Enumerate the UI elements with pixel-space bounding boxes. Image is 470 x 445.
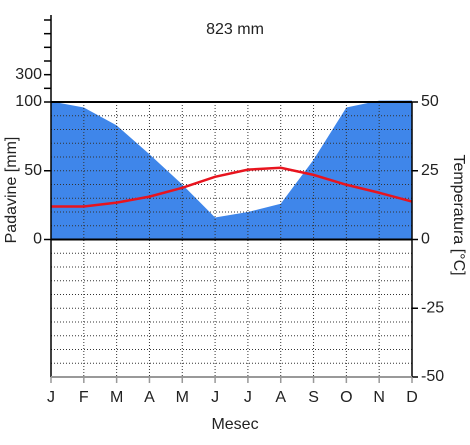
x-tick-label: N [373,389,385,406]
y-tick-label: 300 [15,66,42,83]
x-tick-label: J [47,389,55,406]
x-axis-label: Mesec [211,416,258,433]
y2-tick-label: -50 [421,368,444,385]
x-tick-label: A [144,389,155,406]
x-tick-label: M [110,389,123,406]
x-tick-label: J [244,389,252,406]
chart-title: 823 mm [206,21,264,38]
x-tick-label: M [176,389,189,406]
temperature-line [51,166,413,208]
y2-tick-label: 25 [421,162,439,179]
y-tick-label: 100 [15,93,42,110]
precipitation-area [51,100,412,240]
y2-axis-label: Temperatura [°C] [450,154,467,275]
y2-tick-label: 0 [421,231,430,248]
x-tick-label: D [406,389,418,406]
y2-tick-label: -25 [421,299,444,316]
y2-tick-label: 50 [421,93,439,110]
x-tick-label: J [211,389,219,406]
x-tick-label: F [79,389,89,406]
x-tick-label: S [308,389,319,406]
x-tick-label: O [340,389,352,406]
y-tick-label: 0 [33,231,42,248]
x-tick-label: A [275,389,286,406]
y-axis-label: Padavine [mm] [3,137,20,244]
y-tick-label: 50 [24,162,42,179]
